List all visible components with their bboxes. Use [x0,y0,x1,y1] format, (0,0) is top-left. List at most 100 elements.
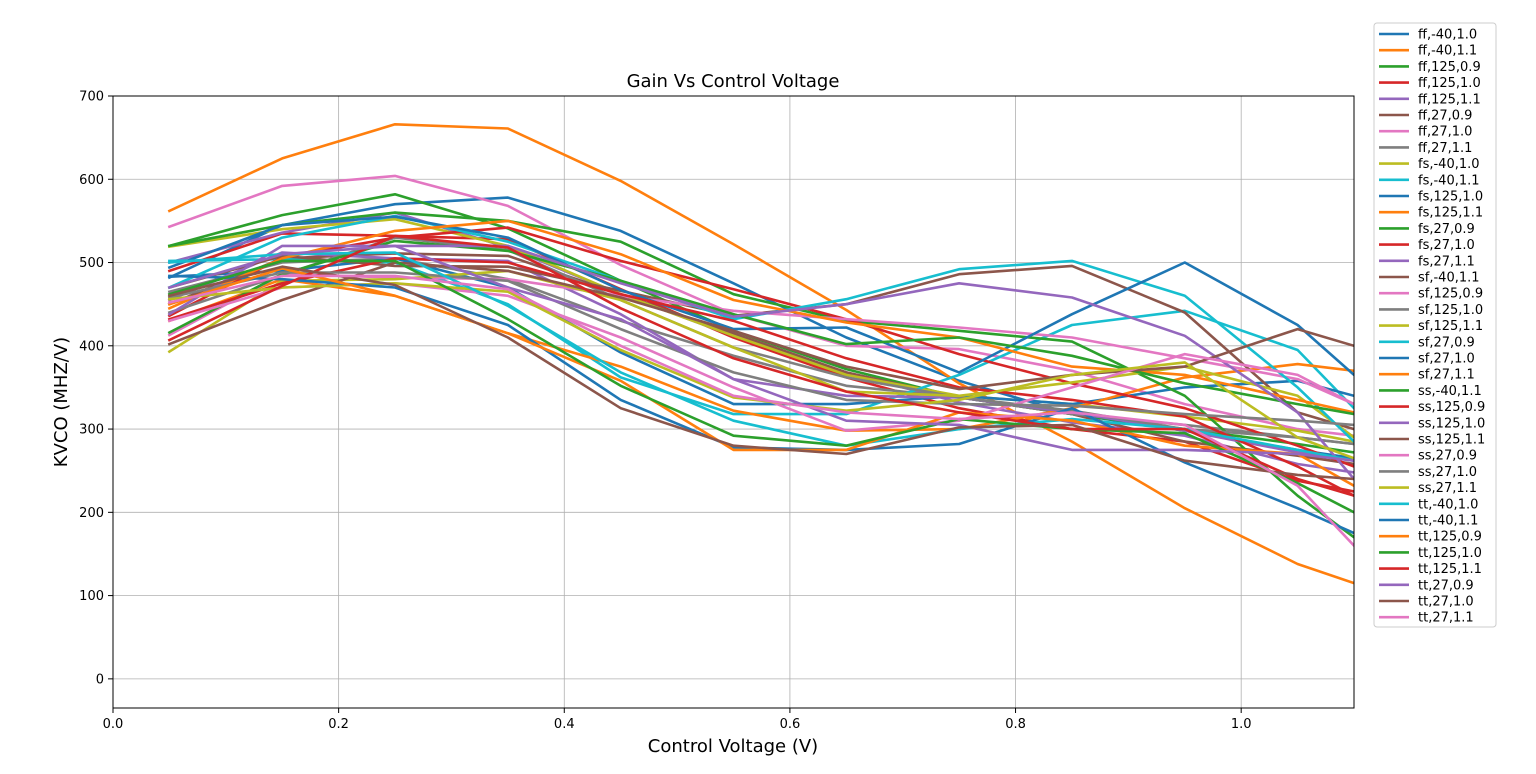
legend-label: sf,125,1.0 [1418,303,1483,318]
legend-item: ff,125,0.9 [1379,60,1481,75]
legend-item: ss,125,1.1 [1379,433,1485,448]
legend-label: ss,27,1.0 [1418,465,1477,480]
legend-label: ss,125,0.9 [1418,400,1485,415]
legend-item: sf,27,1.0 [1379,352,1475,367]
y-tick-label: 400 [79,339,104,354]
legend-label: ss,125,1.0 [1418,416,1485,431]
legend-label: sf,-40,1.1 [1418,271,1480,286]
series-line-tt,125,1.0 [167,259,1354,514]
legend-item: tt,125,1.1 [1379,562,1482,577]
series-line-fs,-40,1.0 [167,217,1354,443]
legend-item: tt,-40,1.0 [1379,497,1478,512]
legend-label: ff,27,0.9 [1418,109,1472,124]
legend-label: sf,125,0.9 [1418,287,1483,302]
legend-item: tt,27,0.9 [1379,578,1474,593]
legend-item: sf,125,0.9 [1379,287,1483,302]
legend-label: fs,125,1.1 [1418,206,1483,221]
legend-item: tt,27,1.1 [1379,611,1474,626]
legend-label: ff,125,1.0 [1418,76,1481,91]
x-tick-label: 0.0 [103,717,124,732]
legend-label: tt,125,1.0 [1418,546,1482,561]
legend-item: ss,-40,1.1 [1379,384,1482,399]
legend-item: ss,27,1.1 [1379,481,1477,496]
legend-item: fs,27,1.1 [1379,254,1475,269]
legend: ff,-40,1.0ff,-40,1.1ff,125,0.9ff,125,1.0… [1373,22,1497,628]
legend-label: ss,125,1.1 [1418,433,1485,448]
legend-label: ff,-40,1.0 [1418,28,1477,43]
legend-item: fs,-40,1.1 [1379,173,1480,188]
x-tick-label: 0.4 [554,717,575,732]
x-tick-label: 1.0 [1231,717,1252,732]
x-tick-label: 0.6 [780,717,801,732]
legend-item: ff,27,1.0 [1379,125,1472,140]
legend-item: fs,27,0.9 [1379,222,1475,237]
legend-item: ff,125,1.0 [1379,76,1481,91]
series-line-tt,27,0.9 [167,244,1354,463]
legend-frame [1373,22,1497,628]
legend-item: ff,-40,1.1 [1379,44,1477,59]
x-tick-label: 0.2 [328,717,349,732]
tick-layer: 0.0 0.2 0.4 0.6 0.8 1.0 0 100 200 300 400 500 600 700 [79,90,1251,733]
legend-label: ff,27,1.1 [1418,141,1472,156]
series-line-ss,125,1.1 [167,261,1354,391]
legend-label: ff,27,1.0 [1418,125,1472,140]
y-tick-label: 0 [96,672,104,687]
legend-item: sf,27,0.9 [1379,335,1475,350]
plot-area-frame [112,95,1355,709]
legend-item: fs,125,1.1 [1379,206,1483,221]
legend-label: tt,-40,1.1 [1418,514,1478,529]
legend-item: tt,125,0.9 [1379,530,1482,545]
series-line-tt,27,1.1 [167,274,1354,548]
x-tick-label: 0.8 [1005,717,1026,732]
legend-item: fs,125,1.0 [1379,190,1483,205]
series-line-sf,125,1.1 [167,269,1354,440]
legend-item: tt,125,1.0 [1379,546,1482,561]
legend-label: ss,27,0.9 [1418,449,1477,464]
legend-label: ff,-40,1.1 [1418,44,1477,59]
series-line-ss,27,1.0 [167,271,1354,427]
legend-item: ff,27,0.9 [1379,109,1472,124]
legend-item: fs,27,1.0 [1379,238,1475,253]
legend-item: ff,125,1.1 [1379,92,1481,107]
legend-item: fs,-40,1.0 [1379,157,1480,172]
legend-label: fs,27,0.9 [1418,222,1475,237]
legend-item: sf,-40,1.1 [1379,271,1480,286]
series-line-fs,27,0.9 [167,211,1354,539]
y-tick-label: 100 [79,589,104,604]
legend-label: ss,-40,1.1 [1418,384,1482,399]
legend-item: ss,125,1.0 [1379,416,1485,431]
y-tick-label: 300 [79,423,104,438]
legend-label: fs,125,1.0 [1418,190,1483,205]
legend-label: sf,125,1.1 [1418,319,1483,334]
y-tick-label: 600 [79,173,104,188]
legend-label: tt,27,0.9 [1418,578,1474,593]
legend-label: fs,27,1.0 [1418,238,1475,253]
legend-label: ff,125,0.9 [1418,60,1481,75]
series-line-tt,27,1.0 [167,265,1354,481]
legend-item: tt,27,1.0 [1379,595,1474,610]
legend-label: ff,125,1.1 [1418,92,1481,107]
legend-label: tt,125,0.9 [1418,530,1482,545]
series-layer [167,123,1354,585]
legend-label: sf,27,1.1 [1418,368,1475,383]
series-line-tt,125,1.1 [167,234,1354,498]
legend-label: tt,27,1.1 [1418,611,1474,626]
legend-label: tt,125,1.1 [1418,562,1482,577]
legend-item: sf,125,1.1 [1379,319,1483,334]
legend-label: ss,27,1.1 [1418,481,1477,496]
legend-label: fs,-40,1.0 [1418,157,1480,172]
series-line-tt,-40,1.0 [168,251,1354,463]
series-line-ss,125,0.9 [167,257,1354,498]
legend-label: fs,-40,1.1 [1418,173,1480,188]
legend-item: ff,27,1.1 [1379,141,1472,156]
legend-item: sf,125,1.0 [1379,303,1483,318]
series-line-ss,125,1.0 [167,244,1354,481]
legend-item: ff,-40,1.0 [1379,28,1477,43]
legend-item: sf,27,1.1 [1379,368,1475,383]
y-axis-title: KVCO (MHZ/V) [51,337,72,467]
series-line-ff,27,0.9 [167,252,1354,466]
legend-item: tt,-40,1.1 [1379,514,1478,529]
legend-label: sf,27,1.0 [1418,352,1475,367]
